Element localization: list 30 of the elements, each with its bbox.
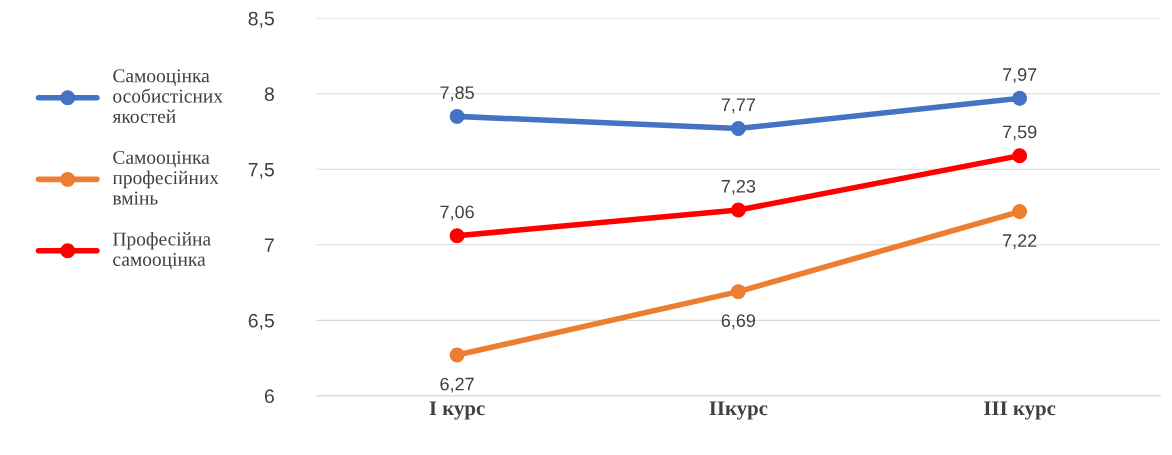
y-tick-label: 8,5 [248,11,274,28]
data-label: 7,85 [440,86,474,102]
legend-label: Професійна самооцінка [113,231,211,270]
y-tick-label: 7 [264,238,274,252]
point [730,284,746,300]
y-tick-label: 6,5 [248,313,274,330]
data-label: 7,59 [1003,125,1037,141]
x-tick-label: III курс [984,401,1056,420]
data-label: 7,97 [1003,68,1037,84]
data-label: 6,27 [440,377,474,393]
x-tick-label: IIкурс [709,401,768,420]
data-label: 7,77 [721,98,756,114]
data-label: 6,69 [721,314,756,330]
point [449,347,465,363]
legend-label: Самооцінка особистісних якостей [112,69,223,123]
point [1012,148,1028,164]
point [449,228,465,244]
data-label: 7,23 [721,179,756,195]
data-label: 7,22 [1003,234,1037,250]
point [449,108,465,124]
legend-label: Самооцінка професійних вмінь [112,150,219,205]
y-tick-label: 7,5 [248,162,274,179]
point [1012,90,1028,106]
data-label: 7,06 [440,205,474,221]
y-tick-label: 8 [264,87,274,101]
point [730,202,746,218]
y-tick-label: 6 [264,389,274,404]
point [730,121,746,136]
point [1012,204,1028,220]
x-tick-label: I курс [429,401,485,420]
